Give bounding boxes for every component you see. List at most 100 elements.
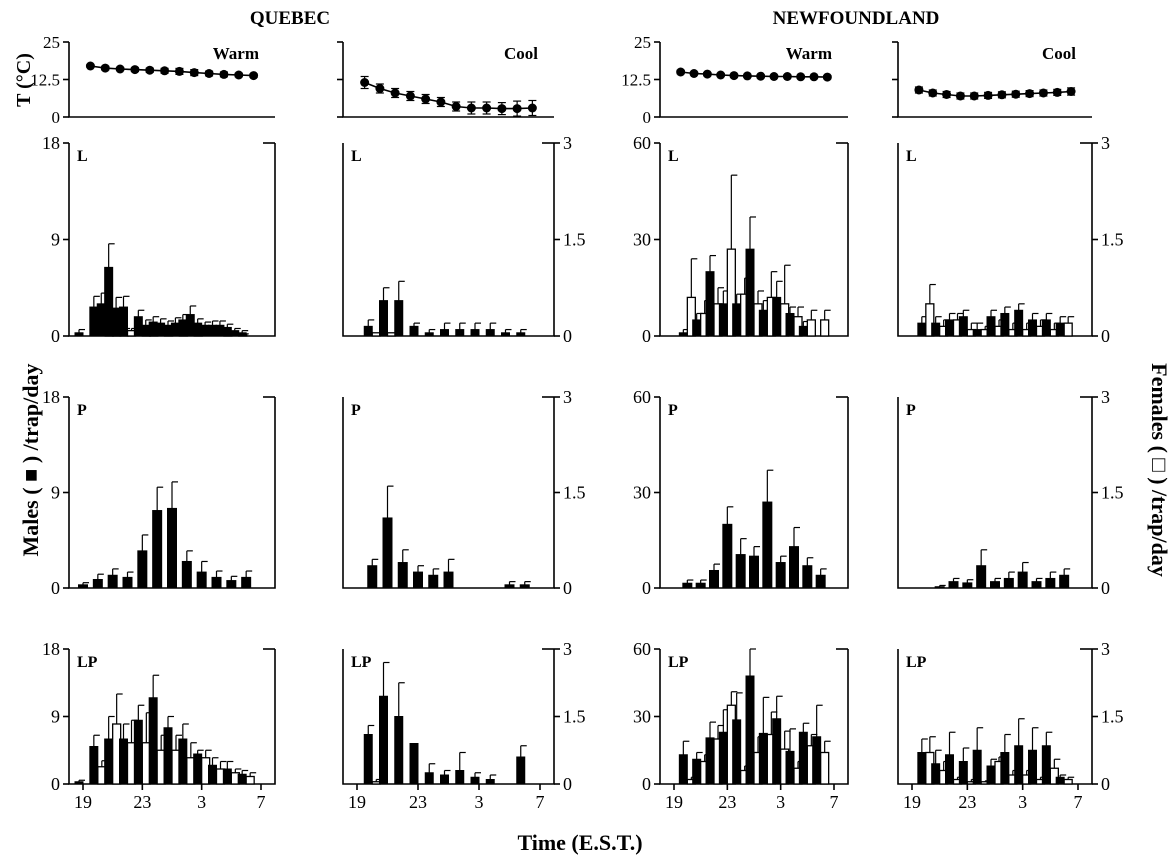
x-tick-label: 19	[665, 792, 683, 812]
treatment-label: L	[906, 148, 917, 165]
x-tick-label: 3	[1018, 792, 1027, 812]
male-bar	[758, 309, 768, 337]
panel-axis	[342, 143, 555, 337]
male-bar	[745, 248, 755, 337]
male-bar	[470, 329, 480, 337]
treatment-label: P	[351, 402, 361, 419]
temperature-series-line	[364, 81, 533, 110]
y-tick-label: 0	[51, 578, 60, 598]
temperature-point	[1011, 89, 1021, 99]
male-bar	[141, 324, 151, 337]
temperature-point	[1052, 87, 1062, 97]
male-bar	[226, 580, 237, 589]
temperature-point	[822, 72, 832, 82]
male-bar	[745, 675, 755, 785]
temperature-point	[782, 72, 792, 81]
male-bar	[440, 774, 449, 785]
male-bar	[92, 579, 103, 589]
male-bar	[1014, 309, 1024, 337]
temperature-point	[527, 103, 537, 113]
temperature-point	[145, 65, 155, 75]
male-bar	[1000, 752, 1010, 785]
y-tick-label: 0	[563, 326, 572, 346]
male-bar	[409, 325, 419, 337]
y-tick-label: 9	[51, 483, 60, 503]
male-bar	[443, 571, 454, 589]
male-bar	[1028, 749, 1037, 785]
male-bar	[705, 271, 715, 337]
treatment-label: L	[351, 148, 362, 165]
y-tick-label: 0	[642, 578, 651, 598]
male-bar	[409, 743, 419, 785]
male-bar	[455, 329, 465, 337]
y-tick-label: 60	[633, 639, 651, 659]
male-bar	[815, 574, 826, 589]
x-tick-label: 7	[257, 792, 266, 812]
male-bar	[119, 306, 128, 337]
temperature-point	[115, 64, 125, 74]
temperature-point	[689, 69, 699, 78]
male-bar	[178, 319, 188, 337]
panel-axis	[897, 397, 1093, 589]
male-bar	[789, 546, 799, 589]
temperature-point	[702, 69, 712, 79]
y-tick-label: 0	[642, 774, 651, 794]
x-tick-label: 3	[475, 792, 484, 812]
male-bar	[785, 312, 795, 337]
region-title-quebec: QUEBEC	[250, 8, 330, 29]
male-bar	[152, 510, 163, 589]
temperature-point	[676, 67, 686, 77]
temperature-point	[497, 104, 507, 114]
male-bar	[382, 517, 393, 589]
male-bar	[972, 749, 982, 785]
male-bar	[972, 329, 982, 337]
temperature-point	[360, 78, 370, 87]
male-bar	[363, 734, 373, 785]
male-bar	[1028, 319, 1037, 337]
male-bar	[812, 736, 822, 785]
male-bar	[193, 322, 203, 337]
x-tick-label: 3	[197, 792, 206, 812]
y-tick-label: 60	[633, 133, 651, 153]
temperature-point	[742, 71, 752, 81]
male-bar	[122, 576, 133, 589]
male-bar	[1041, 319, 1051, 337]
male-bar	[193, 753, 203, 785]
male-bar	[772, 296, 782, 337]
x-tick-label: 19	[903, 792, 921, 812]
male-bar	[237, 332, 247, 337]
temperature-point	[204, 69, 214, 78]
male-bar	[934, 586, 945, 589]
male-bar	[1055, 322, 1065, 337]
y-tick-label: 0	[563, 774, 572, 794]
male-bar	[678, 754, 688, 785]
temperature-point	[928, 88, 938, 98]
y-tick-label: 3	[1101, 387, 1110, 407]
male-bar	[89, 306, 99, 337]
x-tick-label: 7	[536, 792, 545, 812]
male-bar	[682, 582, 693, 589]
y-tick-label: 3	[563, 387, 572, 407]
male-bar	[1059, 574, 1070, 589]
temperature-point	[729, 71, 739, 81]
condition-label: Cool	[504, 44, 538, 63]
temperature-point	[914, 85, 924, 95]
x-tick-label: 3	[776, 792, 785, 812]
male-bar	[1055, 776, 1065, 785]
temperature-point	[249, 71, 259, 81]
male-bar	[732, 303, 742, 337]
male-bar	[215, 324, 225, 337]
treatment-label: LP	[77, 654, 98, 671]
female-bar	[1063, 322, 1073, 337]
male-bar	[504, 584, 515, 589]
male-bar	[802, 565, 813, 589]
x-tick-label: 7	[1074, 792, 1083, 812]
male-bar	[692, 319, 702, 337]
male-bar	[1014, 745, 1024, 785]
male-bar	[732, 719, 742, 785]
temperature-point	[769, 72, 779, 81]
male-bar	[718, 303, 728, 337]
male-bar	[1017, 571, 1028, 589]
temperature-point	[756, 71, 766, 81]
treatment-label: L	[668, 148, 679, 165]
